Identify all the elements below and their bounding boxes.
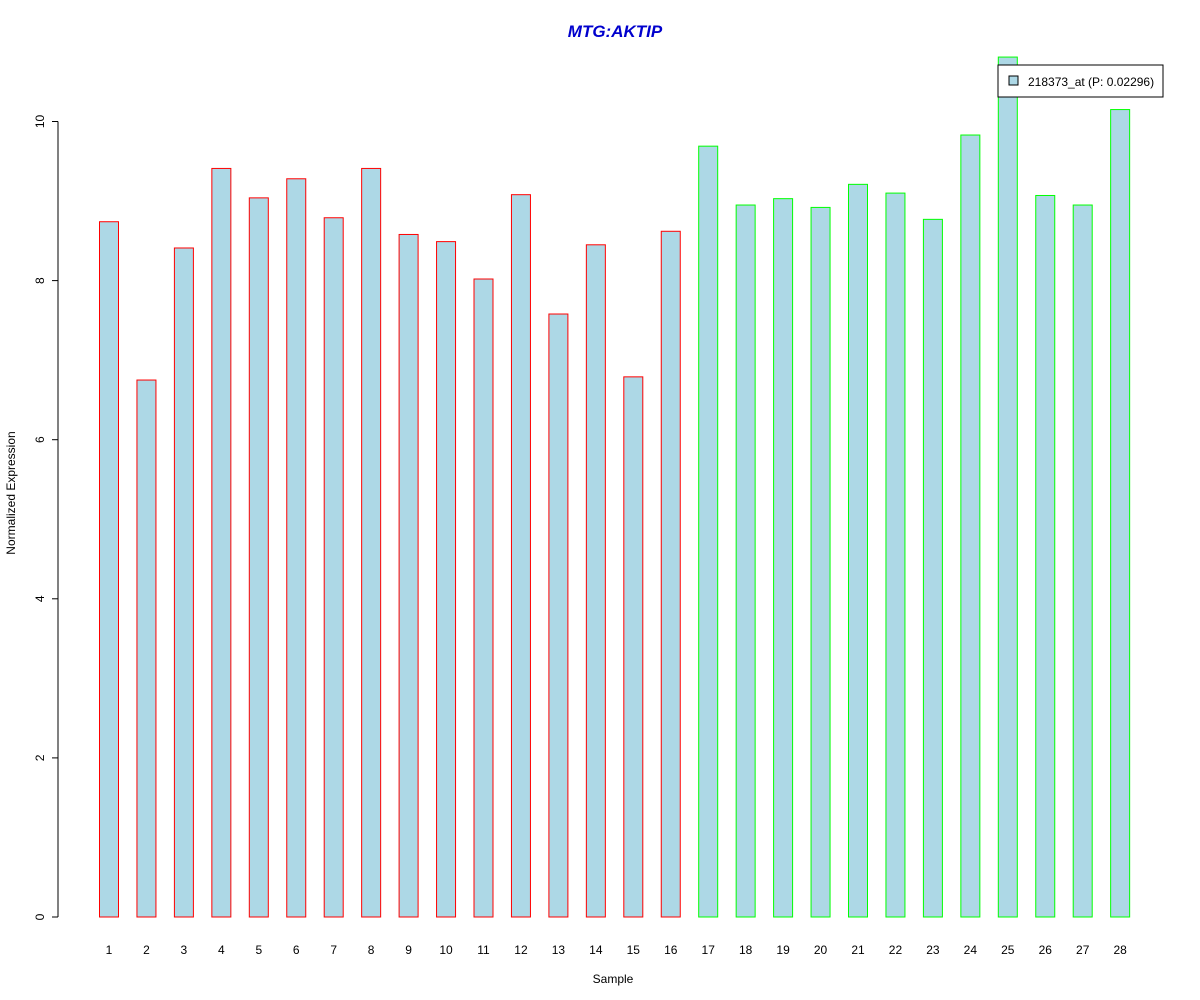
x-tick-label: 16 [664, 943, 678, 957]
x-tick-label: 9 [405, 943, 412, 957]
bar-sample-27 [1072, 204, 1093, 918]
y-tick-label: 4 [33, 595, 47, 602]
y-axis-title: Normalized Expression [4, 431, 18, 554]
legend-label: 218373_at (P: 0.02296) [1028, 75, 1154, 89]
chart-title: MTG:AKTIP [568, 22, 663, 41]
x-tick-label: 3 [181, 943, 188, 957]
y-tick-label: 8 [33, 277, 47, 284]
bar-sample-3 [173, 247, 194, 918]
legend-box [997, 64, 1164, 98]
x-tick-label: 18 [739, 943, 753, 957]
bar-sample-10 [436, 241, 457, 918]
bar-sample-18 [735, 204, 756, 918]
bar-sample-17 [698, 145, 719, 918]
x-tick-label: 10 [439, 943, 453, 957]
x-tick-label: 23 [926, 943, 940, 957]
x-tick-label: 8 [368, 943, 375, 957]
legend-swatch [1008, 75, 1019, 86]
bar-sample-20 [810, 206, 831, 918]
y-tick-label: 0 [33, 913, 47, 920]
bar-sample-1 [99, 221, 119, 918]
x-tick-label: 1 [106, 943, 113, 957]
bar-sample-25 [997, 56, 1018, 918]
x-tick-label: 2 [143, 943, 150, 957]
x-tick-label: 5 [255, 943, 262, 957]
x-tick-label: 12 [514, 943, 528, 957]
bar-sample-21 [848, 183, 868, 918]
bar-sample-23 [922, 218, 943, 918]
bar-sample-2 [136, 379, 157, 918]
x-tick-label: 11 [477, 943, 490, 957]
x-tick-label: 28 [1113, 943, 1127, 957]
x-tick-label: 21 [851, 943, 865, 957]
bar-sample-19 [773, 198, 794, 918]
bar-sample-4 [211, 167, 232, 918]
bar-sample-7 [323, 217, 344, 918]
y-tick-label: 6 [33, 436, 47, 443]
x-tick-label: 6 [293, 943, 300, 957]
x-tick-label: 17 [702, 943, 716, 957]
bar-sample-22 [885, 192, 906, 918]
bar-sample-8 [361, 167, 382, 918]
x-tick-label: 15 [627, 943, 641, 957]
x-axis-title: Sample [593, 972, 634, 986]
x-tick-label: 27 [1076, 943, 1090, 957]
x-axis-tick-labels: 1 2 3 4 5 6 7 8 9 10 11 12 13 14 15 16 17 18 19 20 21 22 23 24 2… [106, 943, 1127, 957]
x-tick-label: 13 [552, 943, 566, 957]
y-tick-label: 2 [33, 754, 47, 761]
x-tick-label: 14 [589, 943, 603, 957]
bar-sample-26 [1035, 194, 1056, 918]
bar-sample-12 [510, 194, 531, 918]
x-tick-label: 22 [889, 943, 903, 957]
x-tick-label: 20 [814, 943, 828, 957]
bar-sample-11 [473, 278, 494, 918]
bar-sample-14 [585, 244, 606, 918]
bar-sample-15 [623, 376, 644, 918]
bars [99, 56, 1131, 918]
bar-sample-24 [960, 134, 981, 918]
x-tick-label: 7 [330, 943, 337, 957]
y-axis: 0 2 4 6 8 10 [33, 115, 59, 920]
bar-sample-5 [248, 197, 269, 918]
bar-sample-13 [548, 313, 569, 918]
bar-sample-6 [286, 178, 307, 918]
x-tick-label: 26 [1039, 943, 1053, 957]
x-tick-label: 4 [218, 943, 225, 957]
y-tick-label: 10 [33, 115, 47, 129]
bar-sample-16 [660, 230, 681, 918]
bar-sample-28 [1110, 109, 1131, 918]
legend: 218373_at (P: 0.02296) [997, 64, 1164, 98]
x-tick-label: 19 [776, 943, 790, 957]
x-tick-label: 25 [1001, 943, 1015, 957]
x-tick-label: 24 [964, 943, 978, 957]
bar-sample-9 [398, 233, 419, 918]
